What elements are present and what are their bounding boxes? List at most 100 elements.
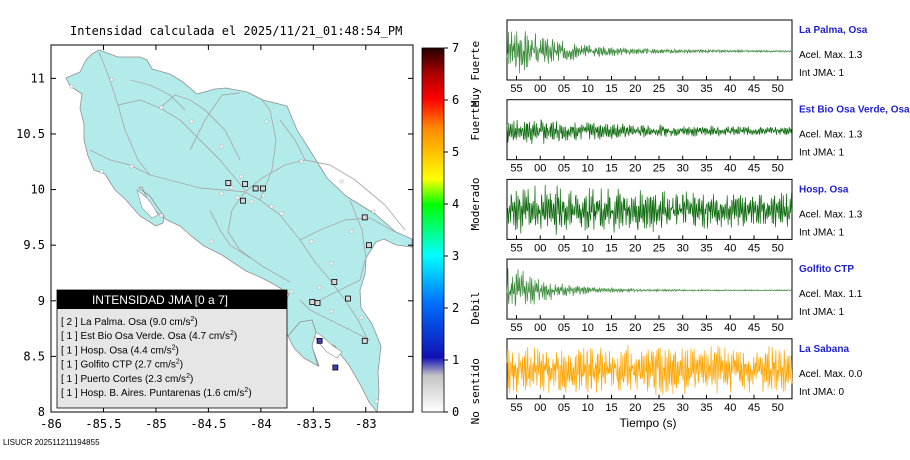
map-x-axis: -86 -85.5 -85 -84.5 -84 -83.5 -83	[40, 45, 377, 431]
legend-accel-close: )	[180, 360, 183, 371]
waveform-x-tick-label: 05	[558, 242, 570, 254]
station-jma-intensity: Int JMA: 1	[799, 148, 844, 159]
station-markers	[225, 180, 372, 371]
map-y-tick-label: 11	[31, 71, 45, 85]
waveform-x-tick-label: 25	[653, 322, 665, 334]
waveform-x-tick-label: 30	[677, 322, 689, 334]
legend-accel-sup: 2	[244, 387, 248, 394]
station-marker	[345, 295, 351, 302]
station-jma-intensity: Int JMA: 0	[799, 387, 844, 398]
map-x-tick-label: -83.5	[295, 417, 331, 431]
station-marker	[316, 337, 323, 344]
waveform-x-tick-label: 10	[582, 83, 594, 95]
legend-row: [ 1 ] Hosp. B. Aires. Puntarenas (1.6 cm…	[61, 387, 252, 399]
legend-accel: (9.0 cm/s	[149, 317, 190, 328]
station-name: La Sabana	[799, 344, 849, 355]
map-x-tick-label: -85.5	[85, 417, 121, 431]
map-x-tick-label: -84.5	[190, 417, 226, 431]
legend-accel-sup: 2	[186, 373, 190, 380]
osa-peninsula	[287, 319, 319, 367]
nicoya-gulf-water	[136, 189, 159, 219]
colorbar-ticks: 0 1 2 3 4 5 6 7	[444, 41, 459, 419]
legend-row: [ 1 ] Puerto Cortes (2.3 cm/s2)	[61, 373, 193, 385]
station-marker	[252, 185, 259, 192]
waveform-x-tick-label: 35	[700, 322, 712, 334]
waveform-x-tick-label: 50	[772, 163, 784, 175]
waveform-trace	[506, 31, 793, 74]
waveform-x-tick-label: 55	[510, 83, 522, 95]
legend-intensity: [ 1 ]	[61, 345, 80, 356]
waveform-x-tick-label: 10	[582, 402, 594, 414]
waveform-panel: 55 00 05 10 15 20 25 30 35 40 45 50 Golfito CTP Acel.…	[506, 258, 863, 334]
legend-intensity: [ 1 ]	[61, 360, 80, 371]
station-jma-intensity: Int JMA: 1	[799, 307, 844, 318]
waveform-x-tick-label: 10	[582, 163, 594, 175]
waveform-x-tick-label: 00	[534, 83, 546, 95]
waveform-x-tick-label: 55	[510, 242, 522, 254]
colorbar-category-label: Moderado	[469, 178, 482, 231]
legend-intensity: [ 1 ]	[61, 374, 80, 385]
station-name: Golfito CTP	[799, 264, 854, 275]
station-marker	[314, 300, 321, 306]
station-accel-max: Acel. Max. 0.0	[799, 369, 863, 380]
waveform-x-tick-label: 50	[772, 242, 784, 254]
waveform-x-tick-label: 35	[700, 163, 712, 175]
legend-accel: (2.7 cm/s	[135, 360, 176, 371]
legend-station: Hosp. B. Aires. Puntarenas	[80, 388, 203, 399]
legend-accel-sup: 2	[230, 330, 234, 337]
station-marker	[309, 298, 316, 305]
station-accel-max: Acel. Max. 1.1	[799, 289, 863, 300]
station-accel-max: Acel. Max. 1.3	[799, 130, 863, 141]
waveform-x-tick-label: 50	[772, 402, 784, 414]
legend-station: La Palma. Osa	[80, 317, 149, 328]
station-accel-max: Acel. Max. 1.3	[799, 209, 863, 220]
legend-accel-sup: 2	[172, 344, 176, 351]
waveform-frame	[506, 19, 793, 81]
colorbar: 0 1 2 3 4 5 6 7 No sentido Debil Moderado FuerteMu…	[421, 41, 482, 424]
waveform-x-tick-label: 15	[605, 83, 617, 95]
station-marker	[331, 278, 338, 285]
map-y-axis: 8 8.5 9 9.5 10 10.5 11	[16, 71, 413, 419]
waveform-x-tick-label: 40	[724, 83, 736, 95]
waveform-x-tick-label: 50	[772, 322, 784, 334]
waveform-x-tick-label: 45	[748, 402, 760, 414]
legend-intensity: [ 1 ]	[61, 388, 80, 399]
waveform-x-tick-label: 15	[605, 163, 617, 175]
waveform-panel: 55 00 05 10 15 20 25 30 35 40 45 50 La Palma, Osa Ace…	[506, 19, 868, 95]
waveform-x-tick-label: 15	[605, 322, 617, 334]
waveform-x-tick-label: 55	[510, 402, 522, 414]
waveform-x-tick-label: 35	[700, 242, 712, 254]
waveform-panel: 55 00 05 10 15 20 25 30 35 40 45 50 Hosp. Osa Acel. M…	[506, 178, 863, 254]
waveform-x-tick-label: 20	[629, 163, 641, 175]
legend-row: [ 1 ] Hosp. Osa (4.4 cm/s2)	[61, 344, 179, 356]
legend-accel-sup: 2	[176, 359, 180, 366]
footer-id: LISUCR 202511211194855	[3, 438, 100, 447]
legend-header	[57, 290, 287, 309]
legend-row: [ 1 ] Golfito CTP (2.7 cm/s2)	[61, 359, 183, 371]
legend-accel-close: )	[176, 345, 179, 356]
station-name: La Palma, Osa	[799, 25, 868, 36]
legend-accel: (4.7 cm/s	[189, 331, 230, 342]
waveform-x-tick-label: 20	[629, 242, 641, 254]
map-x-tick-label: -83	[355, 417, 377, 431]
map-y-tick-label: 8	[38, 405, 45, 419]
colorbar-category-label: Muy Fuerte	[469, 41, 482, 107]
waveform-x-tick-label: 45	[748, 163, 760, 175]
waveform-x-tick-label: 40	[724, 322, 736, 334]
waveform-x-tick-label: 20	[629, 402, 641, 414]
map-x-tick-label: -85	[145, 417, 167, 431]
colorbar-category-label: Debil	[469, 291, 482, 324]
title-prefix: Intensidad calculada el	[70, 24, 237, 38]
colorbar-gradient	[421, 47, 445, 413]
legend-accel: (2.3 cm/s	[145, 374, 186, 385]
waveform-x-tick-label: 35	[700, 83, 712, 95]
waveform-x-tick-label: 30	[677, 402, 689, 414]
waveform-x-tick-label: 30	[677, 163, 689, 175]
station-marker	[361, 337, 368, 344]
intensity-legend: INTENSIDAD JMA [0 a 7] [ 2 ] La Palma. O…	[56, 289, 288, 409]
waveform-x-tick-label: 05	[558, 83, 570, 95]
waveform-x-tick-label: 00	[534, 163, 546, 175]
station-name: Hosp. Osa	[799, 184, 849, 195]
waveform-trace	[506, 184, 793, 235]
